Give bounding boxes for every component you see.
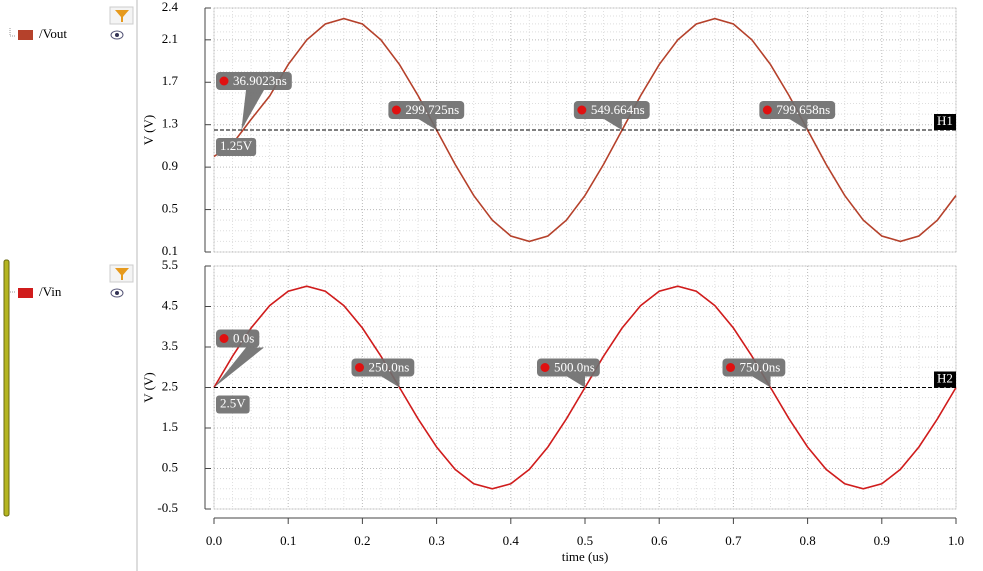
marker-pointer [214, 347, 264, 388]
marker-dot [219, 334, 229, 343]
marker-box [351, 358, 415, 377]
hline-value-box [216, 395, 250, 414]
tree-connector [9, 28, 16, 37]
marker-box [573, 101, 650, 119]
marker-label: 500.0ns [554, 359, 595, 374]
marker-pointer [603, 119, 622, 130]
marker-box [216, 72, 292, 90]
marker-callout: 750.0ns [722, 358, 786, 388]
eye-icon[interactable] [110, 288, 124, 298]
hline-value-box [216, 138, 257, 156]
marker-label: 750.0ns [740, 359, 781, 374]
marker-dot [219, 76, 229, 86]
hline-label: H1 [937, 113, 953, 128]
marker-box [216, 329, 260, 348]
marker-label: 299.725ns [405, 102, 459, 117]
marker-dot [355, 363, 364, 372]
marker-callout: 36.9023ns [216, 72, 292, 130]
marker-callout: 0.0s [214, 329, 264, 388]
marker-label: 549.664ns [591, 102, 645, 117]
marker-label: 799.658ns [776, 102, 830, 117]
legend-label: /Vin [39, 284, 62, 299]
x-tick-label: 0.0 [206, 533, 222, 548]
marker-callout: 799.658ns [759, 101, 836, 130]
y-tick-label: 3.5 [162, 338, 178, 353]
marker-pointer [381, 376, 400, 388]
hline-value-label: 1.25V [220, 138, 253, 153]
marker-pointer [567, 376, 585, 388]
y-tick-label: 5.5 [162, 257, 178, 272]
marker-box [759, 101, 836, 119]
marker-callout: 250.0ns [351, 358, 415, 388]
x-axis-label: time (us) [562, 549, 609, 564]
marker-box [388, 101, 465, 119]
x-tick-label: 0.4 [503, 533, 520, 548]
marker-label: 0.0s [233, 330, 254, 345]
marker-label: 36.9023ns [233, 73, 287, 88]
scrollbar[interactable] [3, 259, 10, 517]
filter-icon[interactable] [109, 264, 134, 283]
hline-label: H2 [937, 370, 953, 385]
hline-tag [934, 114, 956, 130]
y-tick-label: -0.5 [157, 500, 178, 515]
x-tick-label: 0.3 [428, 533, 444, 548]
y-tick-label: 4.5 [162, 297, 178, 312]
series-line [213, 17, 957, 243]
legend-label: /Vout [39, 26, 67, 41]
marker-callout: 500.0ns [537, 358, 600, 388]
x-tick-label: 0.7 [725, 533, 742, 548]
hline-tag [934, 371, 956, 388]
x-tick-label: 0.6 [651, 533, 668, 548]
x-tick-label: 0.1 [280, 533, 296, 548]
marker-dot [540, 363, 550, 372]
marker-pointer [418, 119, 437, 130]
y-tick-label: 0.5 [162, 459, 178, 474]
y-tick-label: 2.5 [162, 378, 178, 393]
y-tick-label: 1.7 [162, 73, 179, 88]
x-tick-label: 0.9 [874, 533, 890, 548]
marker-callout: 549.664ns [573, 101, 650, 130]
y-tick-label: 2.1 [162, 31, 178, 46]
marker-dot [577, 105, 587, 115]
x-tick-label: 1.0 [948, 533, 964, 548]
marker-pointer [241, 90, 264, 130]
y-tick-label: 1.5 [162, 419, 178, 434]
y-axis-label: V (V) [141, 115, 156, 145]
marker-box [722, 358, 786, 377]
y-tick-label: 2.4 [162, 0, 179, 14]
y-tick-label: 1.3 [162, 116, 178, 131]
x-tick-label: 0.5 [577, 533, 593, 548]
y-tick-label: 0.1 [162, 243, 178, 258]
marker-dot [762, 105, 772, 115]
marker-pointer [752, 376, 771, 388]
y-axis-label: V (V) [141, 372, 156, 402]
x-tick-label: 0.8 [799, 533, 815, 548]
marker-dot [391, 105, 401, 115]
y-tick-label: 0.9 [162, 158, 178, 173]
hline-value-label: 2.5V [220, 395, 246, 410]
marker-pointer [789, 119, 808, 130]
legend-swatch [18, 30, 33, 40]
marker-box [537, 358, 600, 377]
marker-label: 250.0ns [369, 359, 410, 374]
marker-callout: 299.725ns [388, 101, 465, 130]
filter-icon[interactable] [109, 6, 134, 25]
y-tick-label: 0.5 [162, 201, 178, 216]
x-tick-label: 0.2 [354, 533, 370, 548]
marker-dot [726, 363, 735, 372]
eye-icon[interactable] [110, 30, 124, 40]
legend-swatch [18, 288, 33, 298]
